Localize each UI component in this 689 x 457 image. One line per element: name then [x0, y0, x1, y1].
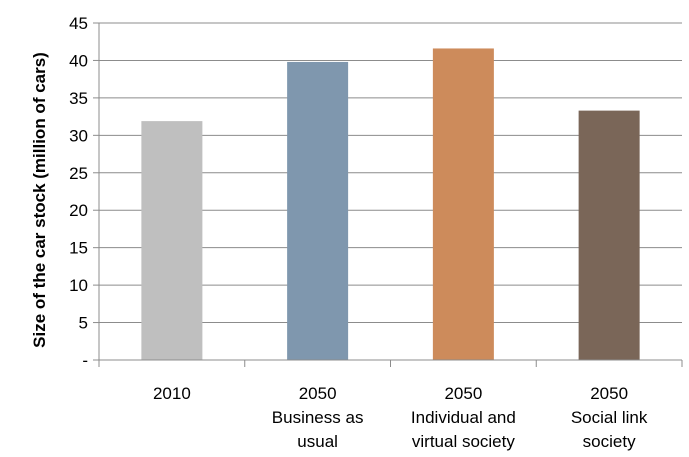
y-tick-label: 25	[69, 164, 88, 183]
x-tick-label-line: virtual society	[412, 432, 515, 451]
y-tick-label: 45	[69, 14, 88, 33]
bar	[578, 110, 640, 361]
x-tick-label-line: Social link	[571, 408, 648, 427]
x-tick-label: 2050 Individual and virtual society	[411, 384, 516, 451]
x-tick-label: 2050 Social link society	[571, 384, 648, 451]
y-tick-label: 15	[69, 239, 88, 258]
y-tick-label: 10	[69, 276, 88, 295]
bar	[141, 121, 203, 360]
x-tick-label-line: Individual and	[411, 408, 516, 427]
x-tick-label-line: usual	[297, 432, 338, 451]
y-tick-label: -	[82, 351, 88, 370]
y-tick-label: 35	[69, 89, 88, 108]
y-tick-label: 20	[69, 201, 88, 220]
y-tick-labels: - 5 10 15 20 25 30 35 40 45	[69, 14, 88, 370]
y-tick-label: 40	[69, 51, 88, 70]
y-tick-label: 5	[79, 314, 88, 333]
y-tick-label: 30	[69, 126, 88, 145]
bar	[432, 48, 494, 361]
x-tick-label-line: 2050	[444, 384, 482, 403]
x-tick-label-line: 2010	[153, 384, 191, 403]
x-tick-label-line: society	[583, 432, 636, 451]
bar	[287, 61, 349, 360]
x-tick-labels: 2010 2050 Business as usual 2050 Individual a…	[153, 384, 648, 451]
x-tick-label-line: 2050	[299, 384, 337, 403]
bars	[141, 48, 640, 361]
x-tick-label: 2050 Business as usual	[272, 384, 364, 451]
x-tick-label-line: 2050	[590, 384, 628, 403]
x-tick-label-line: Business as	[272, 408, 364, 427]
x-tick-label: 2010	[153, 384, 191, 403]
y-axis-title: Size of the car stock (million of cars)	[30, 52, 49, 348]
axes	[93, 22, 683, 367]
